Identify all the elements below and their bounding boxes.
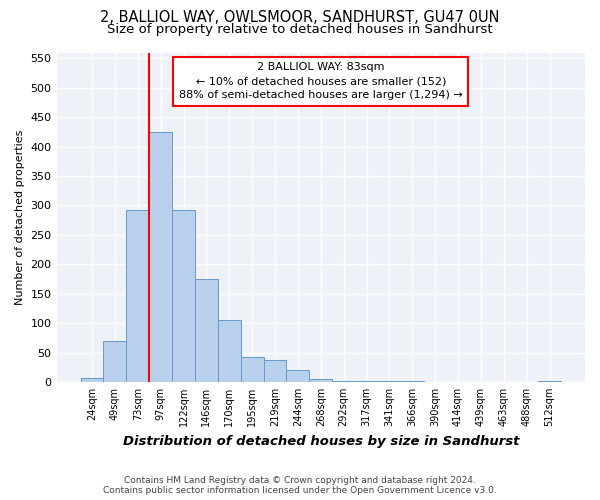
Bar xyxy=(149,132,172,382)
Bar xyxy=(263,360,286,382)
Bar xyxy=(332,381,355,382)
Text: 2, BALLIOL WAY, OWLSMOOR, SANDHURST, GU47 0UN: 2, BALLIOL WAY, OWLSMOOR, SANDHURST, GU4… xyxy=(100,10,500,25)
Bar xyxy=(241,356,263,382)
Bar xyxy=(286,370,310,382)
Text: Contains HM Land Registry data © Crown copyright and database right 2024.
Contai: Contains HM Land Registry data © Crown c… xyxy=(103,476,497,495)
Bar xyxy=(195,279,218,382)
Bar xyxy=(310,379,332,382)
X-axis label: Distribution of detached houses by size in Sandhurst: Distribution of detached houses by size … xyxy=(122,434,519,448)
Y-axis label: Number of detached properties: Number of detached properties xyxy=(15,130,25,305)
Bar xyxy=(103,341,127,382)
Bar xyxy=(218,320,241,382)
Bar xyxy=(172,210,195,382)
Bar xyxy=(80,378,103,382)
Text: 2 BALLIOL WAY: 83sqm
← 10% of detached houses are smaller (152)
88% of semi-deta: 2 BALLIOL WAY: 83sqm ← 10% of detached h… xyxy=(179,62,463,100)
Bar xyxy=(127,210,149,382)
Text: Size of property relative to detached houses in Sandhurst: Size of property relative to detached ho… xyxy=(107,22,493,36)
